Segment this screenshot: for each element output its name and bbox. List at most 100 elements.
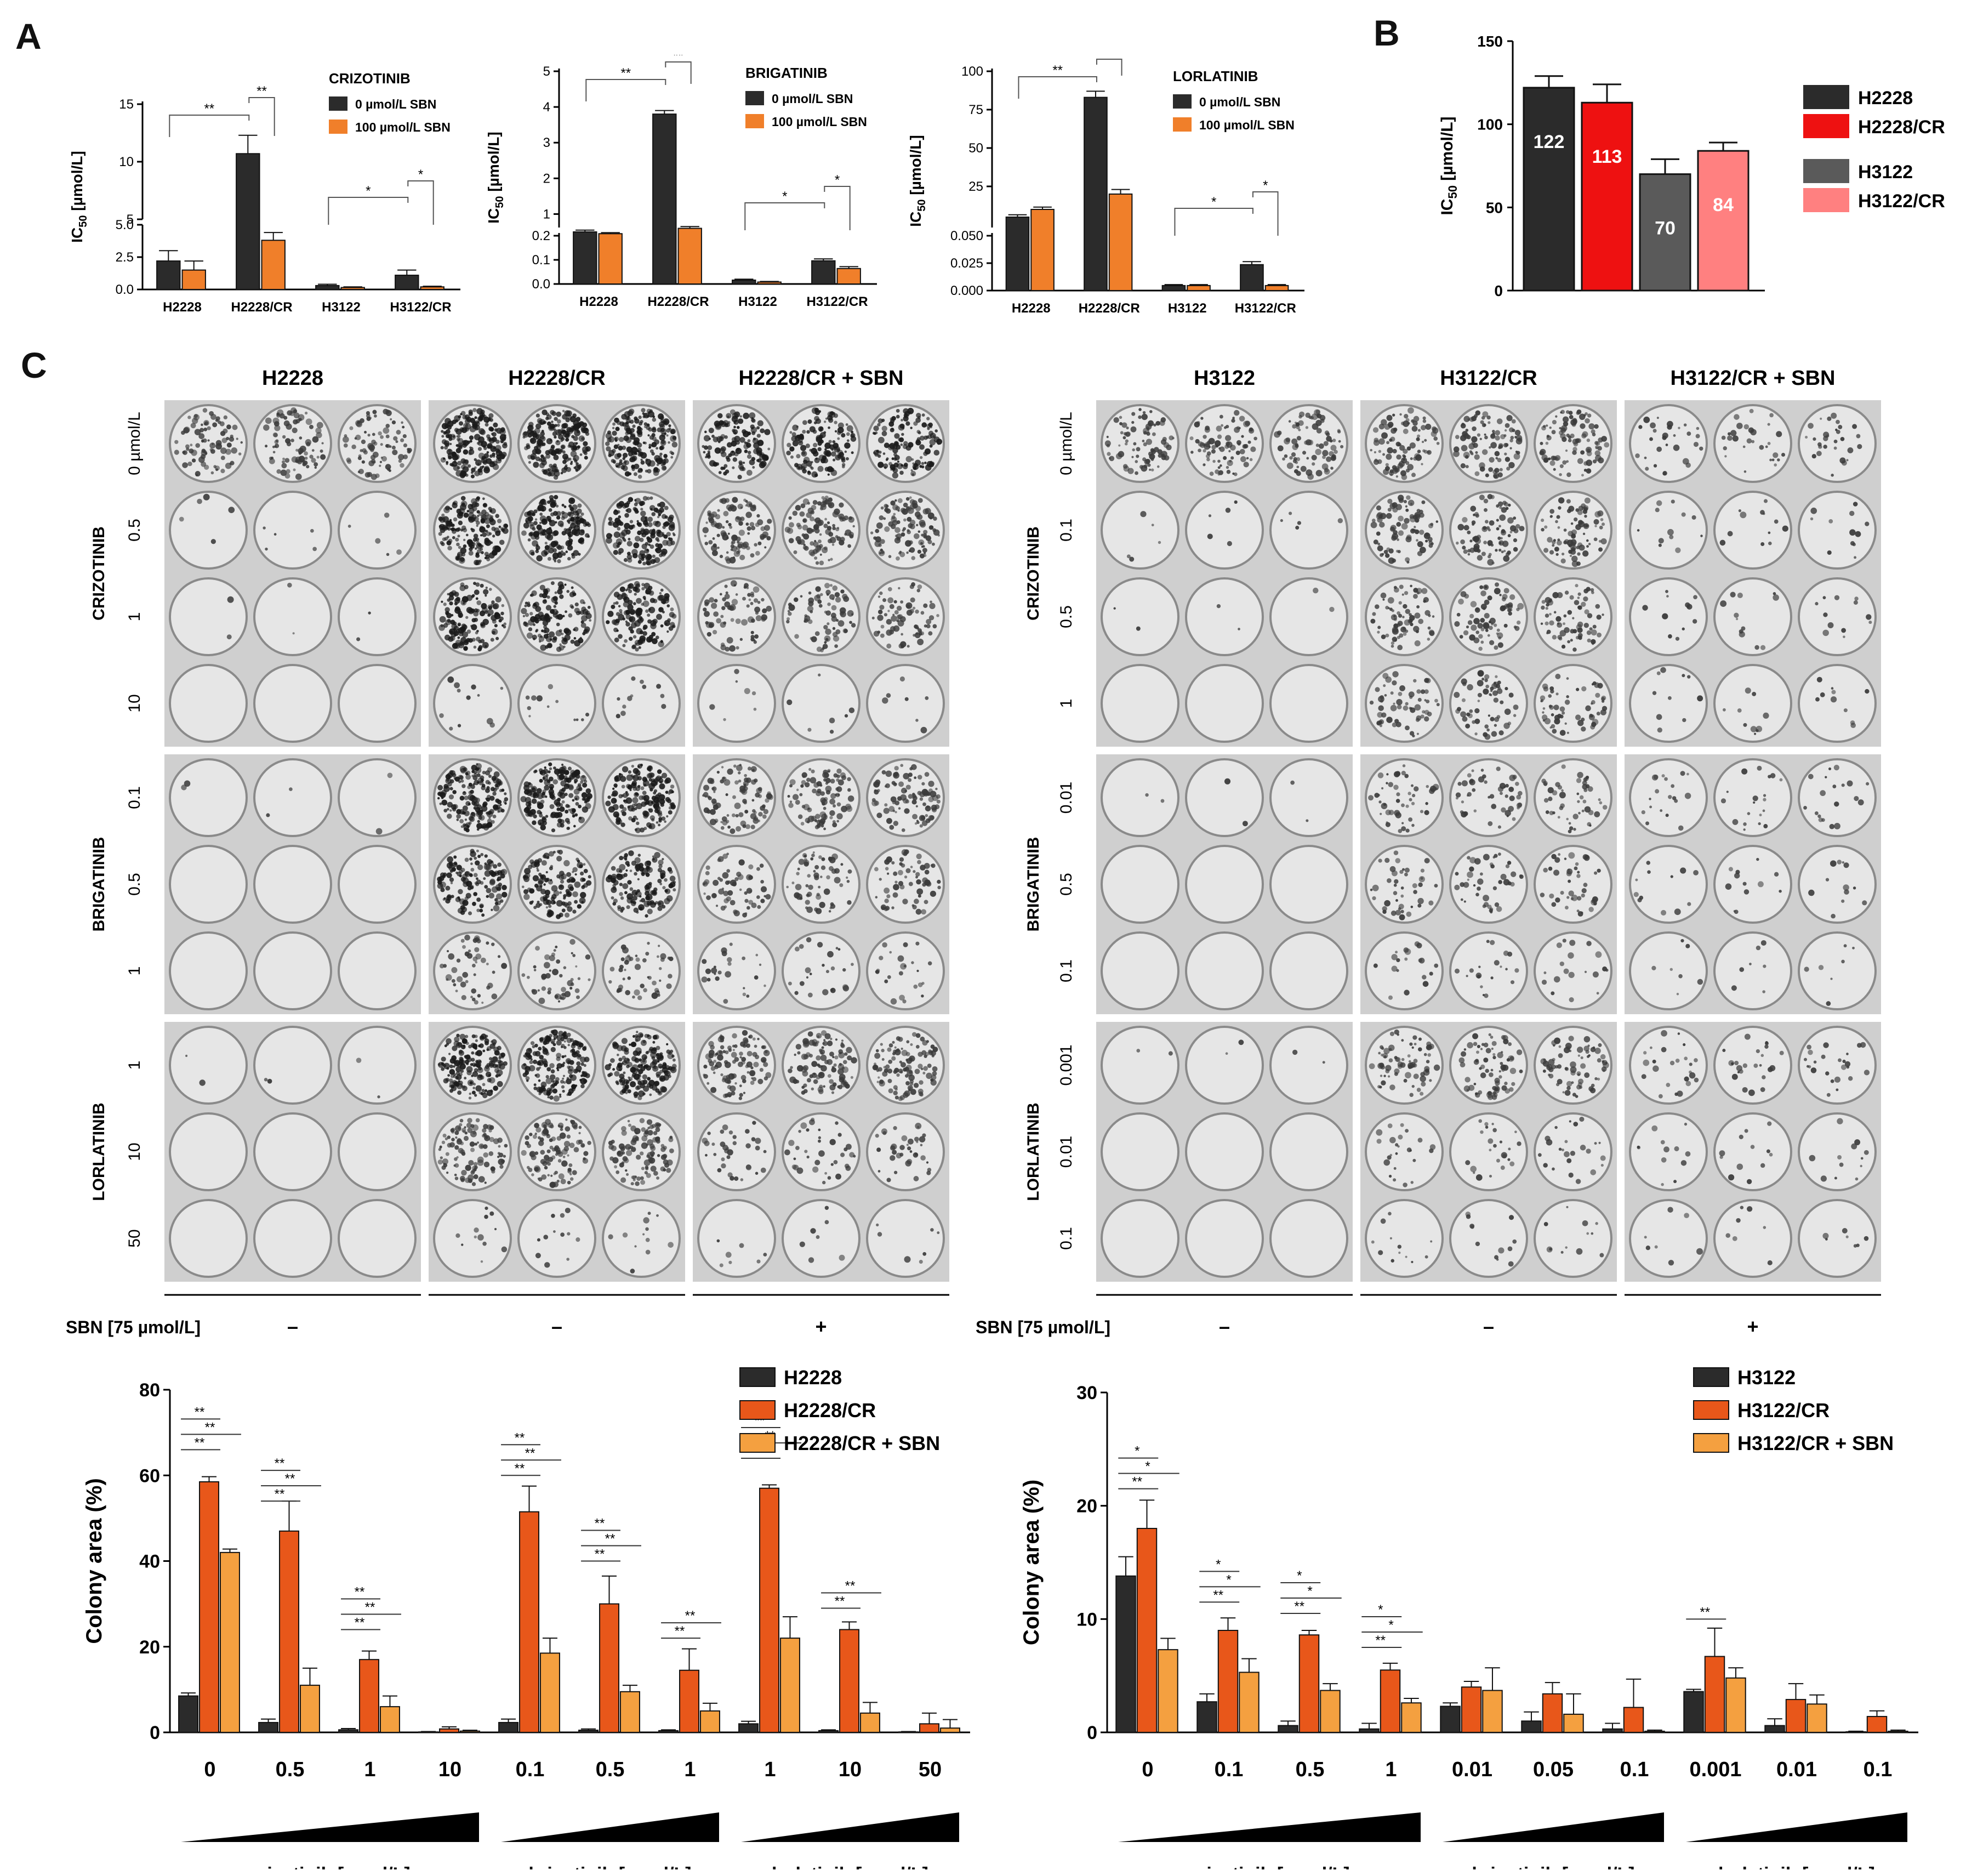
drug-label: BRIGATINIB [90, 837, 108, 932]
colony [805, 884, 809, 888]
colony [562, 459, 567, 464]
colony [904, 789, 908, 793]
colony [570, 982, 574, 986]
colony [711, 434, 715, 438]
colony [834, 430, 837, 433]
colony [901, 532, 905, 537]
colony [441, 600, 443, 603]
colony [479, 547, 483, 551]
colony [447, 894, 452, 899]
colony [641, 583, 645, 587]
colony [305, 418, 312, 425]
colony [801, 533, 805, 537]
colony [444, 537, 448, 541]
colony [794, 634, 799, 639]
colony [930, 890, 937, 897]
colony [489, 1057, 493, 1061]
colony [553, 890, 560, 896]
colony [456, 542, 460, 547]
colony [573, 637, 577, 640]
colony [638, 639, 643, 644]
colony [641, 408, 646, 413]
colony [646, 894, 653, 901]
colony [570, 639, 575, 644]
colony [829, 537, 836, 544]
bar-value-label: 70 [1655, 218, 1676, 239]
colony [837, 437, 840, 440]
colony [474, 416, 477, 419]
colony [470, 868, 475, 872]
colony [549, 520, 556, 527]
colony [539, 531, 544, 536]
colony [935, 787, 938, 791]
colony [552, 636, 557, 641]
colony [315, 427, 322, 434]
colony [641, 801, 647, 807]
colony [559, 891, 562, 894]
colony [848, 707, 855, 713]
significance-label: * [835, 173, 840, 187]
colony [482, 503, 488, 508]
colony [574, 873, 577, 876]
colony [192, 418, 198, 424]
colony [456, 809, 461, 815]
colony [487, 418, 492, 422]
colony [636, 628, 643, 635]
colony [544, 542, 548, 545]
colony [660, 874, 664, 879]
colony [832, 822, 837, 828]
colony [628, 850, 634, 856]
well [433, 664, 512, 743]
bar [1030, 209, 1055, 291]
colony [501, 963, 508, 969]
colony [936, 614, 939, 617]
colony [575, 718, 579, 721]
colony [626, 541, 632, 547]
colony [824, 448, 827, 451]
colony [629, 887, 634, 891]
colony [901, 828, 905, 832]
colony [525, 695, 530, 700]
colony [627, 410, 634, 417]
colony [449, 442, 452, 445]
colony [274, 425, 281, 431]
colony [523, 876, 530, 883]
colony [824, 635, 831, 642]
colony [657, 539, 660, 542]
colony [895, 444, 901, 450]
colony [827, 467, 830, 471]
colony [720, 826, 725, 830]
colony [622, 452, 628, 458]
colony [539, 513, 543, 516]
colony [366, 411, 371, 416]
colony [634, 872, 637, 876]
colony [819, 560, 824, 566]
colony [546, 878, 550, 882]
colony [555, 610, 559, 614]
colony [659, 507, 664, 513]
colony [563, 896, 566, 900]
colony [581, 792, 588, 798]
colony [742, 541, 749, 548]
colony [453, 461, 457, 463]
colony [398, 454, 404, 461]
colony [637, 854, 641, 857]
colony [304, 456, 308, 460]
colony [651, 800, 656, 804]
colony [551, 465, 559, 472]
colony [805, 906, 808, 909]
colony [538, 617, 542, 622]
colony [884, 979, 888, 984]
colony [919, 797, 924, 801]
colony [476, 849, 479, 852]
colony [464, 871, 471, 877]
colony [702, 959, 707, 964]
colony [561, 908, 566, 913]
colony [743, 585, 747, 589]
colony [624, 639, 628, 643]
colony [704, 879, 710, 885]
colony [572, 457, 576, 461]
colony [525, 601, 528, 605]
colony [923, 603, 928, 608]
colony [720, 644, 726, 651]
